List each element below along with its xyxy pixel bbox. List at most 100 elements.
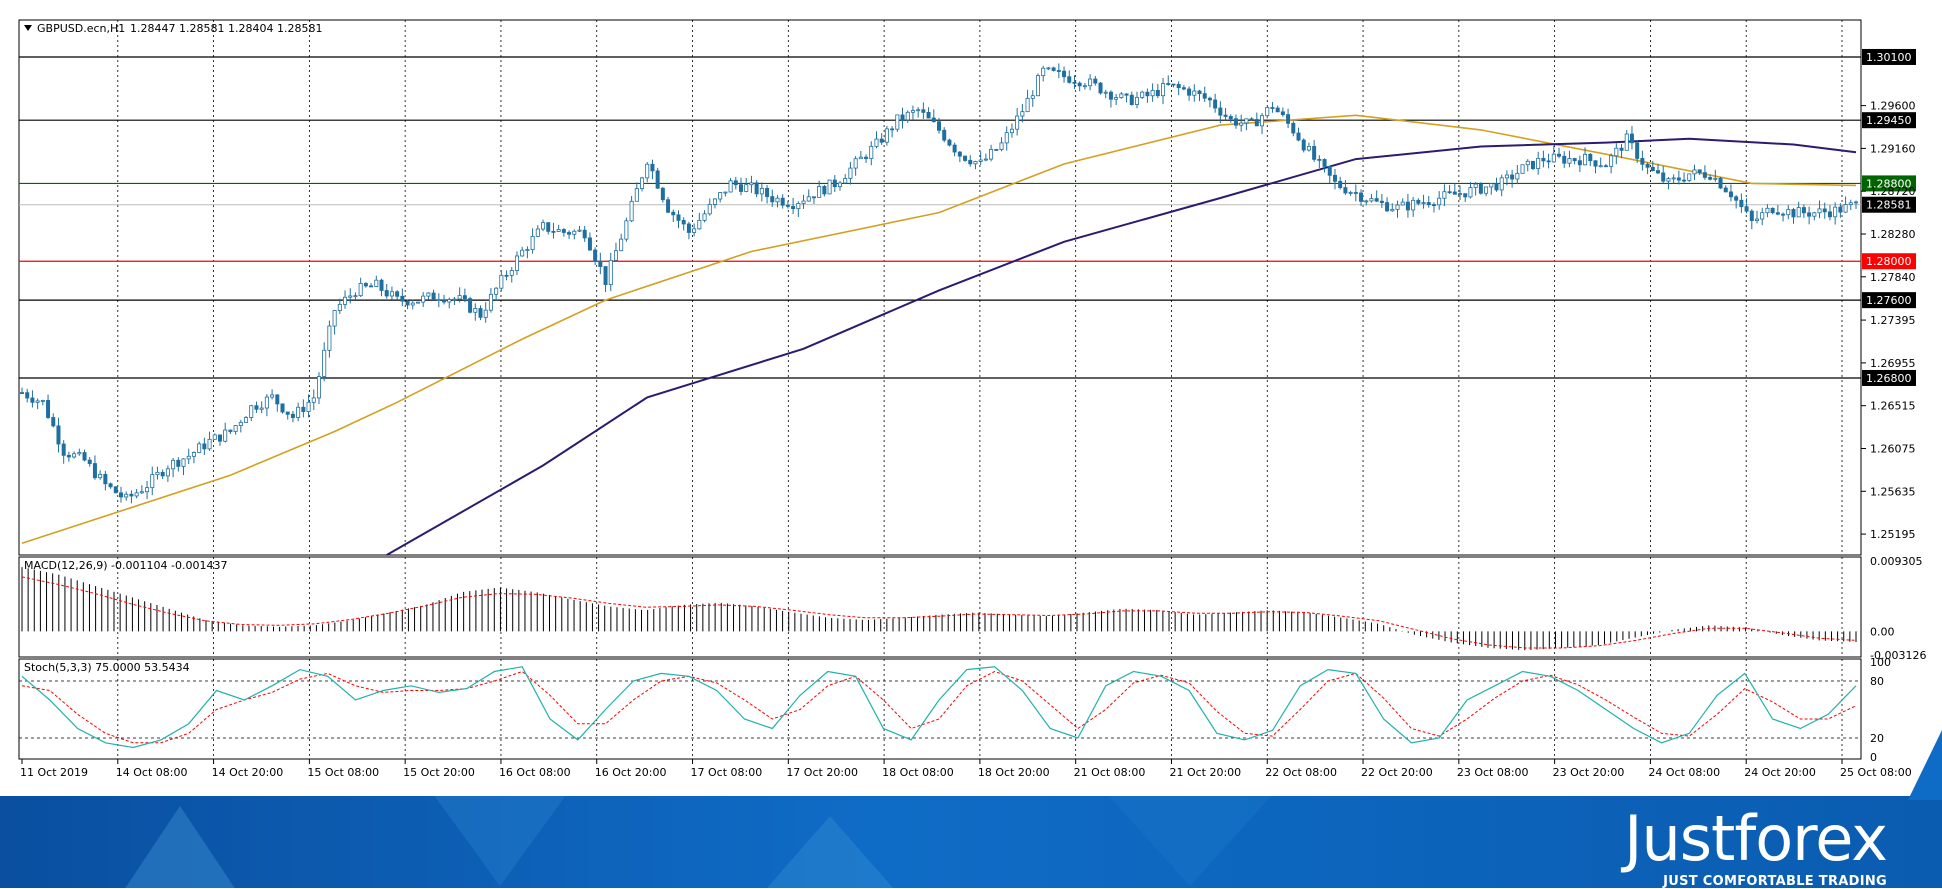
candle-body <box>1197 90 1202 95</box>
decor-triangle <box>120 806 240 888</box>
candle-body <box>1301 139 1306 151</box>
candle-body <box>1385 202 1390 212</box>
candle-body <box>1431 204 1436 207</box>
candle-body <box>1374 198 1379 202</box>
candle-body <box>681 219 686 225</box>
candle-body <box>1343 187 1348 194</box>
candle-body <box>770 196 775 203</box>
corner-wedge <box>1908 730 1942 800</box>
candle-body <box>343 296 348 305</box>
chart-canvas: 1.30100 1.29450 1.28800 1.28000 1.27600 1.268… <box>18 19 1927 779</box>
candle-body <box>1588 153 1593 162</box>
stoch-tick-label: 20 <box>1870 732 1884 745</box>
candle-body <box>1510 174 1515 180</box>
candle-body <box>1760 212 1765 220</box>
candle-body <box>1671 177 1676 180</box>
candle-body <box>1291 122 1296 134</box>
candle-body <box>1390 208 1395 212</box>
candle-body <box>1723 187 1728 193</box>
dropdown-triangle-icon[interactable] <box>24 25 32 31</box>
level-label: 1.26800 <box>1866 372 1912 385</box>
candle-body <box>1504 174 1509 179</box>
candle-body <box>1702 172 1707 178</box>
candle-body <box>598 260 603 267</box>
candle-body <box>1187 88 1192 96</box>
candle-body <box>1452 191 1457 195</box>
candle-body <box>1416 199 1421 204</box>
candle-body <box>1473 183 1478 188</box>
candle-body <box>702 213 707 221</box>
candle-body <box>1765 207 1770 214</box>
candle-body <box>1614 147 1619 157</box>
candle-body <box>301 406 306 412</box>
candle-body <box>197 443 202 453</box>
level-label-box <box>1862 112 1916 129</box>
time-tick-label: 17 Oct 08:00 <box>691 766 763 779</box>
ma-slow-line <box>386 137 1857 556</box>
candle-body <box>1312 146 1317 160</box>
candle-body <box>1749 210 1754 221</box>
price-tick-label: 1.25635 <box>1870 485 1916 498</box>
time-tick-label: 23 Oct 08:00 <box>1457 766 1529 779</box>
candle-body <box>233 425 238 432</box>
candle-body <box>1405 201 1410 211</box>
candle-body <box>1692 169 1697 175</box>
candle-body <box>603 266 608 285</box>
candle-body <box>92 463 97 479</box>
decor-triangle <box>420 796 580 886</box>
price-tick-label: 1.27840 <box>1870 271 1916 284</box>
candle-body <box>1009 128 1014 134</box>
candle-body <box>155 471 160 476</box>
candle-body <box>1067 76 1072 83</box>
candle-body <box>186 455 191 460</box>
macd-tick-label: 0.00 <box>1870 625 1895 638</box>
candle-body <box>1035 75 1040 97</box>
candle-body <box>1661 172 1666 182</box>
candle-body <box>937 121 942 131</box>
candle-body <box>1666 178 1671 182</box>
candle-body <box>1270 107 1275 109</box>
candle-body <box>697 219 702 230</box>
candle-body <box>1088 78 1093 87</box>
candle-body <box>650 163 655 172</box>
candle-body <box>207 438 212 450</box>
candle-body <box>488 293 493 311</box>
candle-body <box>1640 157 1645 165</box>
candle-body <box>1265 107 1270 117</box>
candle-body <box>395 291 400 297</box>
candle-body <box>400 295 405 302</box>
candle-body <box>514 255 519 271</box>
candle-body <box>40 400 45 402</box>
candle-body <box>35 400 40 403</box>
candle-body <box>1004 132 1009 144</box>
stochastic-panel: 100 80 20 0 Stoch(5,3,3) 75.0000 53.5434 <box>18 656 1891 764</box>
candle-body <box>1181 87 1186 90</box>
candle-body <box>1140 91 1145 98</box>
time-tick-label: 24 Oct 08:00 <box>1648 766 1720 779</box>
candle-body <box>483 309 488 318</box>
candle-body <box>1348 192 1353 194</box>
candle-body <box>1843 204 1848 213</box>
candle-body <box>1103 91 1108 94</box>
candle-body <box>546 222 551 232</box>
candle-body <box>1025 97 1030 113</box>
candle-body <box>1218 107 1223 116</box>
candle-body <box>660 187 665 201</box>
stoch-levels <box>19 680 1861 739</box>
macd-gridlines <box>117 557 1843 657</box>
candle-body <box>1755 218 1760 221</box>
candle-body <box>879 138 884 143</box>
candle-body <box>259 407 264 410</box>
candle-body <box>46 400 51 418</box>
candle-body <box>556 229 561 232</box>
candle-body <box>613 250 618 261</box>
candle-body <box>999 142 1004 150</box>
current-price-label: 1.28581 <box>1866 199 1912 212</box>
candle-body <box>1708 177 1713 180</box>
candle-body <box>1619 147 1624 151</box>
stoch-main-line <box>21 666 1857 749</box>
candle-body <box>989 149 994 160</box>
time-tick-label: 16 Oct 08:00 <box>499 766 571 779</box>
candle-body <box>468 298 473 313</box>
price-tick-label: 1.25195 <box>1870 528 1916 541</box>
